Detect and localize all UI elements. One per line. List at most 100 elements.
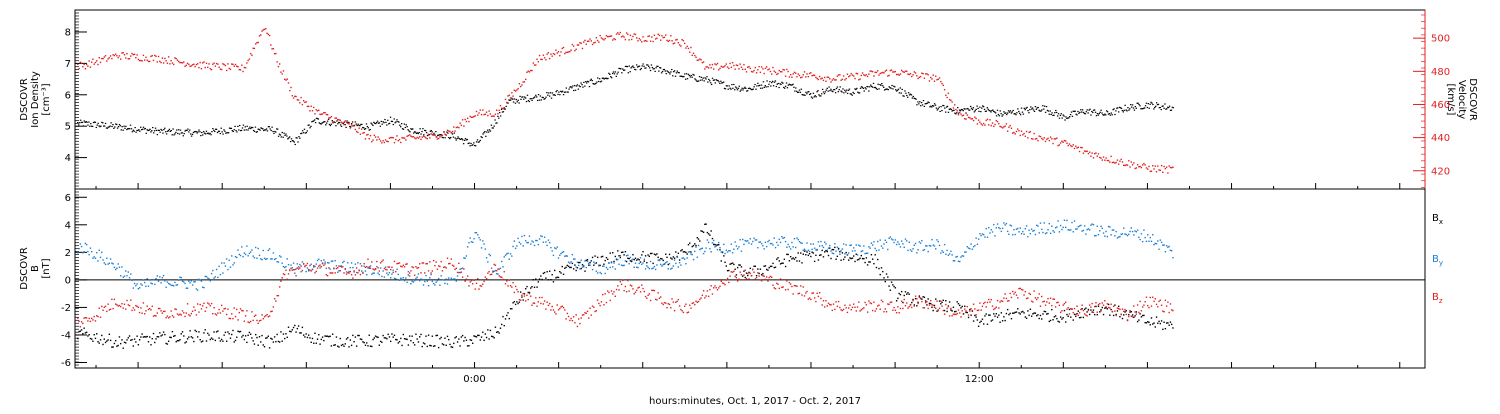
velocity-point bbox=[186, 62, 189, 65]
bx-point bbox=[257, 344, 259, 346]
velocity-point bbox=[861, 72, 864, 74]
density-point bbox=[1171, 106, 1174, 108]
bz-point bbox=[734, 275, 736, 278]
bz-point bbox=[937, 309, 939, 312]
bx-point bbox=[542, 272, 545, 275]
by-point bbox=[566, 255, 569, 257]
bz-point bbox=[126, 299, 128, 302]
by-point bbox=[237, 249, 239, 251]
velocity-point bbox=[1125, 164, 1127, 166]
bx-point bbox=[490, 335, 493, 338]
density-point bbox=[425, 132, 428, 134]
bz-point bbox=[648, 293, 651, 295]
bz-point bbox=[376, 260, 378, 263]
by-point bbox=[1085, 233, 1087, 235]
bx-point bbox=[1141, 314, 1144, 317]
density-point bbox=[898, 92, 901, 94]
bz-point bbox=[666, 306, 668, 309]
by-point bbox=[331, 260, 334, 262]
velocity-point bbox=[850, 72, 852, 75]
bz-point bbox=[878, 304, 880, 306]
bx-point bbox=[315, 342, 317, 344]
density-point bbox=[382, 121, 384, 123]
bx-point bbox=[324, 335, 326, 337]
by-point bbox=[208, 278, 210, 280]
bz-point bbox=[309, 264, 311, 267]
velocity-point bbox=[1135, 167, 1138, 169]
by-point bbox=[1167, 246, 1169, 249]
density-point bbox=[1169, 109, 1172, 111]
bx-point bbox=[914, 297, 917, 300]
velocity-point bbox=[1068, 143, 1071, 145]
density-point bbox=[1163, 107, 1165, 109]
density-point bbox=[470, 142, 472, 145]
bx-point bbox=[733, 263, 735, 266]
density-point bbox=[649, 69, 652, 72]
density-point bbox=[266, 130, 269, 132]
bx-point bbox=[850, 257, 852, 260]
density-point bbox=[989, 110, 991, 112]
bz-point bbox=[651, 289, 653, 292]
by-point bbox=[585, 266, 587, 269]
density-point bbox=[249, 126, 251, 128]
bx-point bbox=[1039, 314, 1042, 317]
bx-point bbox=[165, 342, 167, 345]
bz-point bbox=[962, 313, 965, 315]
bz-point bbox=[1128, 315, 1130, 318]
by-point bbox=[779, 241, 782, 244]
by-point bbox=[121, 266, 123, 268]
density-point bbox=[659, 67, 661, 69]
bz-point bbox=[1097, 303, 1100, 306]
by-point bbox=[340, 265, 343, 267]
density-point bbox=[104, 122, 107, 125]
bz-point bbox=[647, 294, 649, 297]
density-point bbox=[84, 121, 86, 123]
density-point bbox=[999, 110, 1001, 112]
velocity-point bbox=[392, 137, 394, 139]
velocity-point bbox=[239, 69, 242, 71]
density-point bbox=[257, 128, 259, 130]
bz-point bbox=[821, 304, 823, 306]
density-point bbox=[244, 126, 246, 128]
velocity-y-label-line: DSCOVR bbox=[1467, 78, 1478, 121]
by-point bbox=[417, 273, 420, 275]
density-point bbox=[1154, 106, 1156, 109]
by-point bbox=[1101, 227, 1103, 230]
velocity-point bbox=[615, 33, 618, 35]
bz-point bbox=[574, 322, 576, 324]
density-point bbox=[449, 137, 451, 140]
density-point bbox=[746, 90, 749, 92]
density-point bbox=[174, 133, 176, 135]
density-point bbox=[529, 98, 531, 100]
velocity-point bbox=[686, 45, 688, 48]
bx-point bbox=[348, 346, 350, 348]
velocity-point bbox=[836, 75, 839, 77]
velocity-point bbox=[851, 74, 854, 76]
by-point bbox=[493, 270, 495, 273]
bx-point bbox=[926, 304, 928, 306]
velocity-point bbox=[681, 39, 683, 41]
bx-point bbox=[472, 342, 474, 344]
density-point bbox=[211, 131, 213, 133]
bx-point bbox=[406, 338, 408, 341]
bz-point bbox=[594, 310, 596, 313]
bx-point bbox=[489, 329, 492, 332]
bx-point bbox=[883, 277, 885, 279]
velocity-point bbox=[1000, 126, 1003, 128]
bz-point bbox=[191, 310, 194, 312]
density-point bbox=[693, 74, 695, 76]
by-point bbox=[567, 261, 570, 263]
density-point bbox=[817, 90, 819, 92]
bx-point bbox=[856, 259, 859, 261]
by-point bbox=[541, 235, 543, 238]
by-point bbox=[586, 260, 589, 263]
velocity-point bbox=[806, 73, 808, 75]
velocity-point bbox=[583, 41, 585, 43]
bz-point bbox=[1035, 298, 1038, 301]
density-point bbox=[1055, 109, 1057, 112]
bz-point bbox=[630, 285, 633, 287]
by-point bbox=[88, 253, 90, 256]
velocity-point bbox=[559, 54, 561, 57]
bx-point bbox=[157, 336, 160, 338]
bz-point bbox=[83, 317, 85, 319]
